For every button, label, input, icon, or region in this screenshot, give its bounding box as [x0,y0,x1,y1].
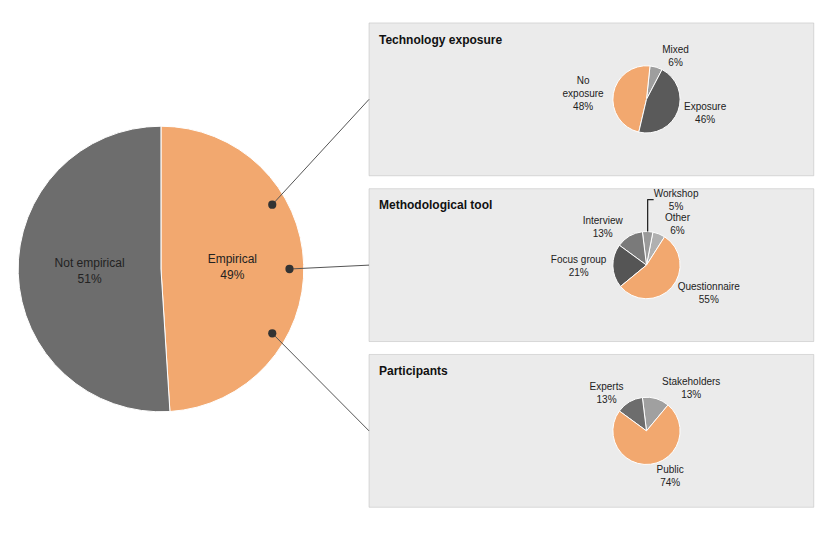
svg-text:Noexposure48%: Noexposure48% [563,75,605,112]
svg-text:Technology exposure: Technology exposure [379,33,502,47]
svg-text:Mixed6%: Mixed6% [662,44,689,68]
svg-text:Other6%: Other6% [665,212,691,236]
svg-text:Workshop5%: Workshop5% [654,188,699,212]
svg-text:Empirical49%: Empirical49% [208,252,257,282]
svg-text:Stakeholders13%: Stakeholders13% [662,376,720,400]
svg-text:Public74%: Public74% [657,464,684,488]
svg-text:Focus group21%: Focus group21% [551,254,607,278]
svg-text:Questionnaire55%: Questionnaire55% [678,281,741,305]
svg-text:Participants: Participants [379,364,448,378]
svg-text:Methodological tool: Methodological tool [379,198,492,212]
svg-text:Interview13%: Interview13% [583,215,624,239]
svg-text:Exposure46%: Exposure46% [684,101,727,125]
svg-text:Experts13%: Experts13% [590,381,624,405]
svg-text:Not empirical51%: Not empirical51% [55,256,125,286]
